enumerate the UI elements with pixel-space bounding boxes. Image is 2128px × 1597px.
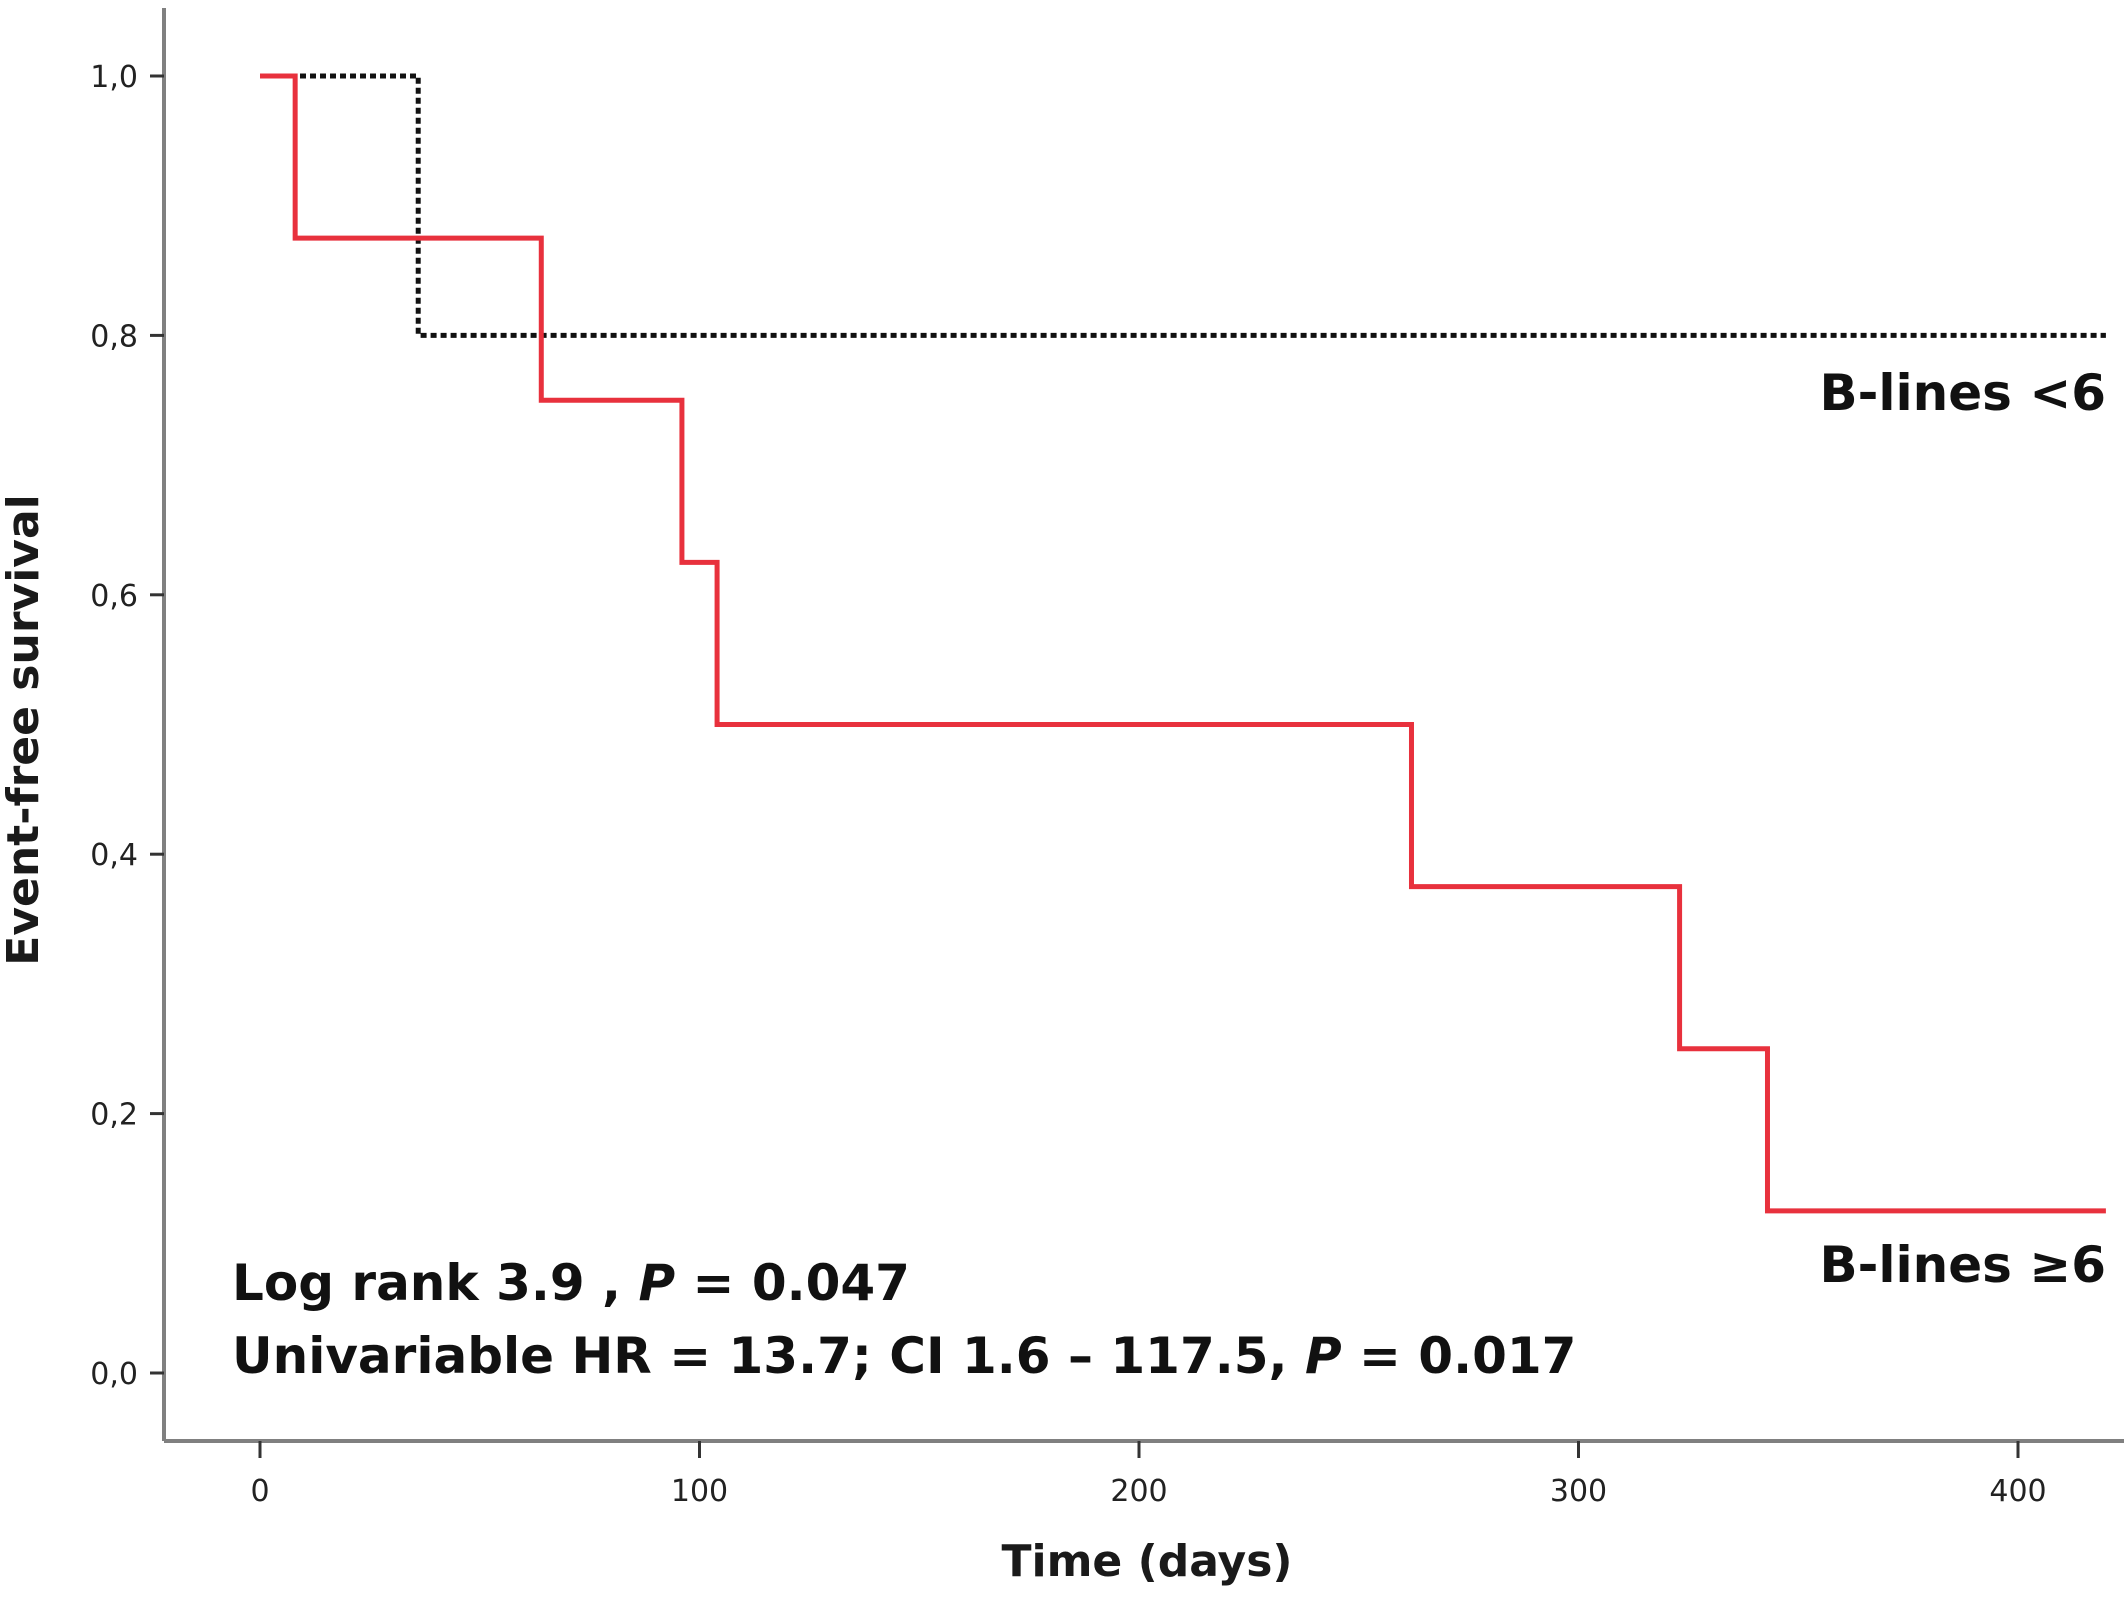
x-tick-label: 300 <box>1550 1474 1607 1509</box>
y-axis-ticks: 0,0 0,2 0,4 0,6 0,8 1,0 <box>90 60 164 1392</box>
y-tick-label: 0,0 <box>90 1357 138 1392</box>
hazard-ratio-annotation: Univariable HR = 13.7; CI 1.6 – 117.5, P… <box>232 1327 1576 1385</box>
y-tick-label: 0,4 <box>90 838 138 873</box>
y-tick-label: 0,8 <box>90 319 138 354</box>
hazard-ratio-p-symbol: P <box>1305 1327 1342 1385</box>
log-rank-prefix: Log rank 3.9 , <box>232 1254 638 1312</box>
x-tick-label: 100 <box>671 1474 728 1509</box>
x-tick-label: 200 <box>1110 1474 1167 1509</box>
log-rank-annotation: Log rank 3.9 , P = 0.047 <box>232 1254 910 1312</box>
hazard-ratio-prefix: Univariable HR = 13.7; CI 1.6 – 117.5, <box>232 1327 1305 1385</box>
series-line-b-lines-lt6 <box>260 73 2106 338</box>
x-tick-label: 0 <box>250 1474 269 1509</box>
log-rank-p-symbol: P <box>638 1254 675 1312</box>
plot-frame <box>162 8 2124 1443</box>
y-tick-label: 0,2 <box>90 1098 138 1133</box>
series-layer <box>260 73 2106 1214</box>
series-line-b-lines-ge6 <box>260 73 2106 1214</box>
y-tick-label: 1,0 <box>90 60 138 95</box>
y-axis-title: Event-free survival <box>0 494 49 965</box>
series-label-b-lines-ge6: B-lines ≥6 <box>1820 1236 2107 1294</box>
x-axis-ticks: 0 100 200 300 400 <box>250 1441 2047 1509</box>
log-rank-suffix: = 0.047 <box>675 1254 910 1312</box>
x-axis-title: Time (days) <box>1001 1536 1292 1587</box>
y-tick-label: 0,6 <box>90 579 138 614</box>
series-label-b-lines-lt6: B-lines <6 <box>1820 364 2107 422</box>
hazard-ratio-suffix: = 0.017 <box>1342 1327 1577 1385</box>
x-tick-label: 400 <box>1989 1474 2046 1509</box>
